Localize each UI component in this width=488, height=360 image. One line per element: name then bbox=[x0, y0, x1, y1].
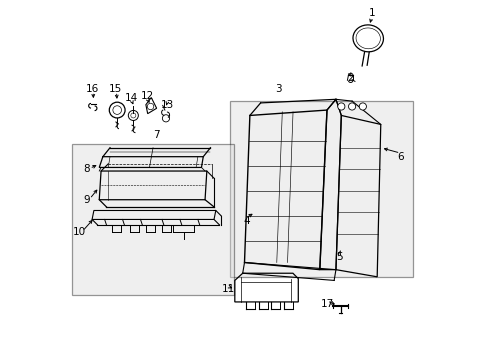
Text: 12: 12 bbox=[141, 91, 154, 101]
Text: 14: 14 bbox=[124, 93, 138, 103]
Text: 6: 6 bbox=[396, 152, 403, 162]
Text: 13: 13 bbox=[161, 100, 174, 110]
Text: 1: 1 bbox=[368, 8, 374, 18]
Text: 16: 16 bbox=[85, 84, 99, 94]
Text: 9: 9 bbox=[83, 195, 90, 205]
Circle shape bbox=[359, 103, 366, 110]
Text: 5: 5 bbox=[336, 252, 342, 262]
Circle shape bbox=[337, 103, 344, 110]
Bar bbox=[230, 101, 412, 277]
Text: 7: 7 bbox=[153, 130, 160, 140]
Text: 8: 8 bbox=[83, 164, 90, 174]
Circle shape bbox=[348, 103, 355, 110]
Ellipse shape bbox=[352, 25, 383, 52]
Text: 3: 3 bbox=[275, 84, 281, 94]
Text: 10: 10 bbox=[73, 227, 86, 237]
Text: 4: 4 bbox=[243, 216, 249, 226]
Text: 17: 17 bbox=[320, 299, 333, 309]
Text: 2: 2 bbox=[346, 73, 353, 83]
Text: 11: 11 bbox=[221, 284, 235, 294]
Text: 15: 15 bbox=[108, 84, 122, 94]
Bar bbox=[72, 144, 233, 295]
